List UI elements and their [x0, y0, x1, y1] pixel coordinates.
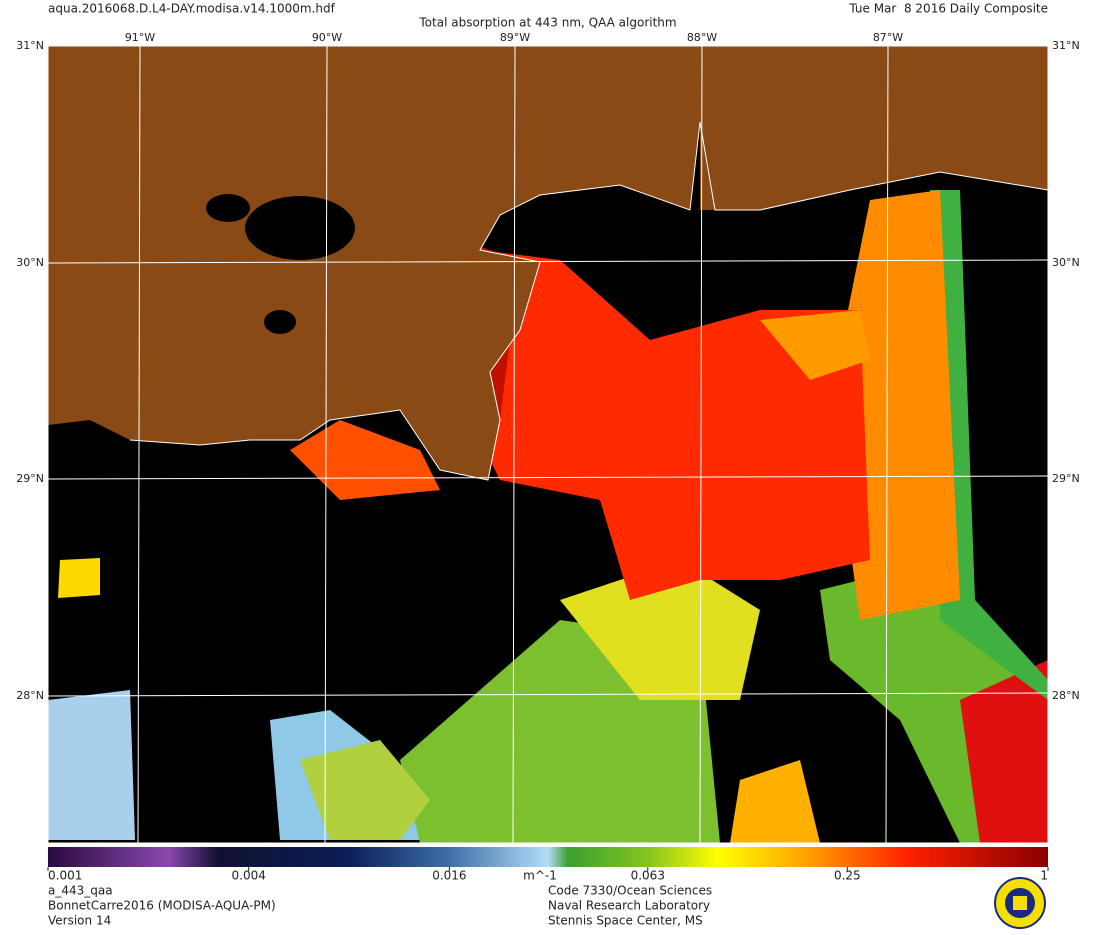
colorbar-ticks: 0.001 0.004 0.016 0.063 0.25 1 m^-1: [47, 867, 1049, 883]
green-water: [300, 740, 430, 840]
longitude-label: 87°W: [873, 31, 903, 44]
colorbar-tick-label: 0.001: [48, 869, 82, 883]
footer-text: Code 7330/Ocean Sciences: [548, 884, 712, 898]
orange-patch: [730, 760, 820, 843]
colorbar-tick-label: 0.016: [432, 869, 466, 883]
colorbar-tick-label: 0.063: [631, 869, 665, 883]
longitude-label: 89°W: [500, 31, 530, 44]
latitude-label: 28°N: [16, 689, 44, 702]
footer-text: Version 14: [48, 914, 111, 928]
meridian: [885, 45, 889, 844]
red-water: [960, 660, 1048, 843]
lake: [245, 196, 355, 260]
footer-text: Stennis Space Center, MS: [548, 914, 703, 928]
colorbar-unit: m^-1: [523, 869, 557, 883]
parallel: [47, 475, 1049, 480]
graticule: 91°W 90°W 89°W 88°W 87°W 31°N 31°N 30°N 30°N 29°N…: [16, 31, 1080, 844]
latitude-label: 31°N: [16, 39, 44, 52]
footer-text: BonnetCarre2016 (MODISA-AQUA-PM): [48, 899, 276, 913]
meridian: [699, 45, 703, 844]
meridian: [137, 45, 141, 844]
plume-west: [290, 420, 440, 500]
colorbar-tick-label: 1: [1040, 869, 1048, 883]
latitude-label: 29°N: [16, 472, 44, 485]
clear-water: [48, 690, 135, 840]
imagery: [48, 46, 1049, 843]
meridian: [512, 45, 516, 844]
date-label: Tue Mar 8 2016 Daily Composite: [848, 2, 1048, 16]
latitude-label: 30°N: [16, 256, 44, 269]
colorbar-tick-label: 0.25: [834, 869, 861, 883]
parallel: [47, 259, 1049, 264]
meridian: [324, 45, 328, 844]
longitude-label: 91°W: [125, 31, 155, 44]
colorbar-tick-label: 0.004: [232, 869, 266, 883]
latitude-label: 29°N: [1052, 472, 1080, 485]
land: [48, 46, 1048, 480]
lake: [264, 310, 296, 334]
colorbar: [48, 847, 1048, 867]
nrl-logo: [994, 877, 1046, 929]
footer-text: Naval Research Laboratory: [548, 899, 710, 913]
yellow-patch: [58, 558, 100, 598]
river-plume: [470, 250, 870, 600]
plume-east: [760, 310, 870, 380]
yellow-water: [560, 560, 760, 700]
latitude-label: 31°N: [1052, 39, 1080, 52]
map-title: Total absorption at 443 nm, QAA algorith…: [418, 16, 676, 30]
map-frame: [47, 45, 1049, 844]
file-name: aqua.2016068.D.L4-DAY.modisa.v14.1000m.h…: [48, 2, 336, 16]
logo-shield: [1013, 896, 1027, 910]
longitude-label: 88°W: [687, 31, 717, 44]
footer-text: a_443_qaa: [48, 884, 113, 898]
latitude-label: 28°N: [1052, 689, 1080, 702]
parallel: [47, 692, 1049, 697]
green-front: [930, 190, 1048, 700]
latitude-label: 30°N: [1052, 256, 1080, 269]
longitude-label: 90°W: [312, 31, 342, 44]
lake: [206, 194, 250, 222]
